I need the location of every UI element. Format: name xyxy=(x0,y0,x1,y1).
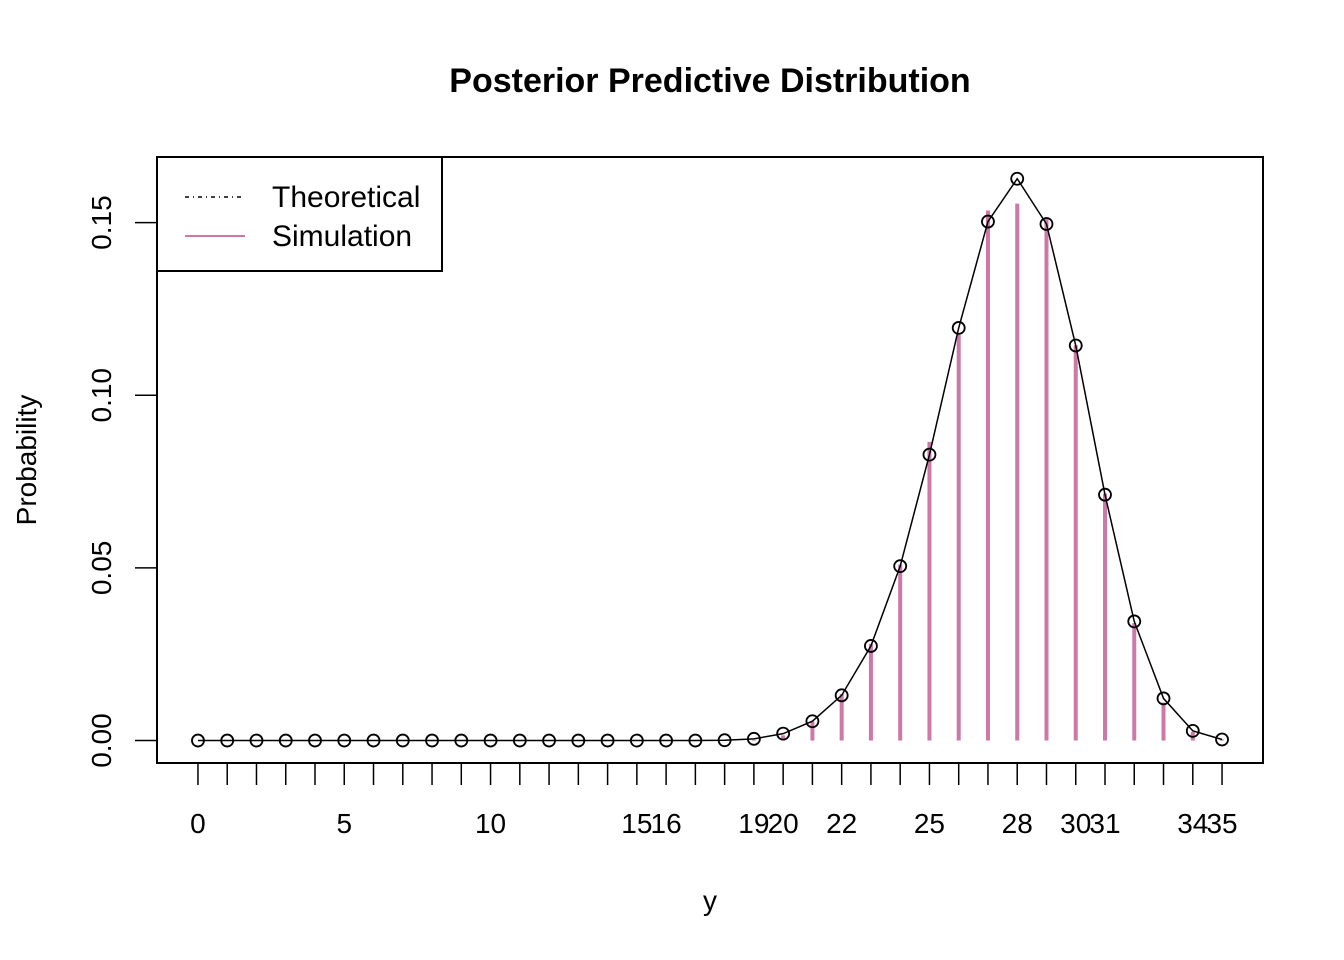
theoretical-point xyxy=(1039,217,1054,231)
x-tick-label: 5 xyxy=(336,808,352,839)
theoretical-series xyxy=(191,171,1229,748)
simulation-series xyxy=(751,203,1225,741)
theoretical-point xyxy=(893,559,908,574)
y-tick-label: 0.10 xyxy=(86,368,117,423)
x-tick-label: 30 xyxy=(1060,808,1091,839)
theoretical-point xyxy=(1215,732,1229,747)
theoretical-point xyxy=(1098,487,1112,502)
theoretical-point xyxy=(600,733,615,748)
theoretical-point xyxy=(249,733,264,748)
theoretical-point xyxy=(191,733,205,748)
y-tick-label: 0.05 xyxy=(86,541,117,596)
theoretical-point xyxy=(688,733,703,748)
theoretical-point xyxy=(483,733,498,748)
theoretical-point xyxy=(922,447,937,462)
theoretical-point xyxy=(717,733,732,748)
x-tick-label: 35 xyxy=(1206,808,1237,839)
theoretical-point xyxy=(512,733,527,748)
theoretical-point xyxy=(1010,171,1025,186)
x-tick-label: 15 xyxy=(621,808,652,839)
theoretical-point xyxy=(425,733,439,748)
theoretical-point xyxy=(454,733,469,748)
x-tick-label: 10 xyxy=(475,808,506,839)
x-tick-label: 34 xyxy=(1177,808,1208,839)
x-tick-label: 19 xyxy=(738,808,769,839)
x-tick-label: 20 xyxy=(768,808,799,839)
theoretical-point xyxy=(571,733,586,748)
theoretical-point xyxy=(834,688,849,703)
legend-simulation-label: Simulation xyxy=(272,220,412,253)
theoretical-point xyxy=(308,733,322,748)
x-tick-label: 16 xyxy=(651,808,682,839)
chart-title: Posterior Predictive Distribution xyxy=(449,62,970,100)
x-tick-label: 0 xyxy=(190,808,206,839)
theoretical-point xyxy=(220,733,235,748)
legend-theoretical-label: Theoretical xyxy=(272,181,420,214)
legend-box xyxy=(156,156,443,272)
x-tick-label: 22 xyxy=(826,808,857,839)
theoretical-line xyxy=(197,177,1223,742)
theoretical-point xyxy=(805,714,820,729)
theoretical-point xyxy=(951,321,966,335)
x-tick-label: 25 xyxy=(914,808,945,839)
theoretical-point xyxy=(1156,691,1171,706)
y-tick-label: 0.00 xyxy=(86,713,117,768)
theoretical-point xyxy=(542,733,556,748)
y-axis-label: Probability xyxy=(11,395,42,526)
theoretical-point xyxy=(1068,338,1083,353)
theoretical-point xyxy=(776,726,791,741)
theoretical-point xyxy=(864,639,878,653)
theoretical-point xyxy=(278,733,293,748)
legend: Theoretical Simulation xyxy=(156,156,443,272)
y-tick-label: 0.15 xyxy=(86,195,117,250)
y-axis: 0.00 0.05 0.10 0.15 xyxy=(86,195,158,768)
theoretical-point xyxy=(659,733,674,748)
theoretical-point xyxy=(629,733,644,748)
theoretical-point xyxy=(337,733,352,748)
theoretical-point xyxy=(395,733,410,748)
theoretical-point xyxy=(366,733,381,748)
x-tick-label: 28 xyxy=(1002,808,1033,839)
theoretical-point xyxy=(746,731,761,746)
x-tick-label: 31 xyxy=(1089,808,1120,839)
x-axis-label: y xyxy=(703,885,717,916)
theoretical-point xyxy=(1185,723,1200,738)
theoretical-point xyxy=(1127,614,1142,629)
theoretical-point xyxy=(981,214,995,229)
